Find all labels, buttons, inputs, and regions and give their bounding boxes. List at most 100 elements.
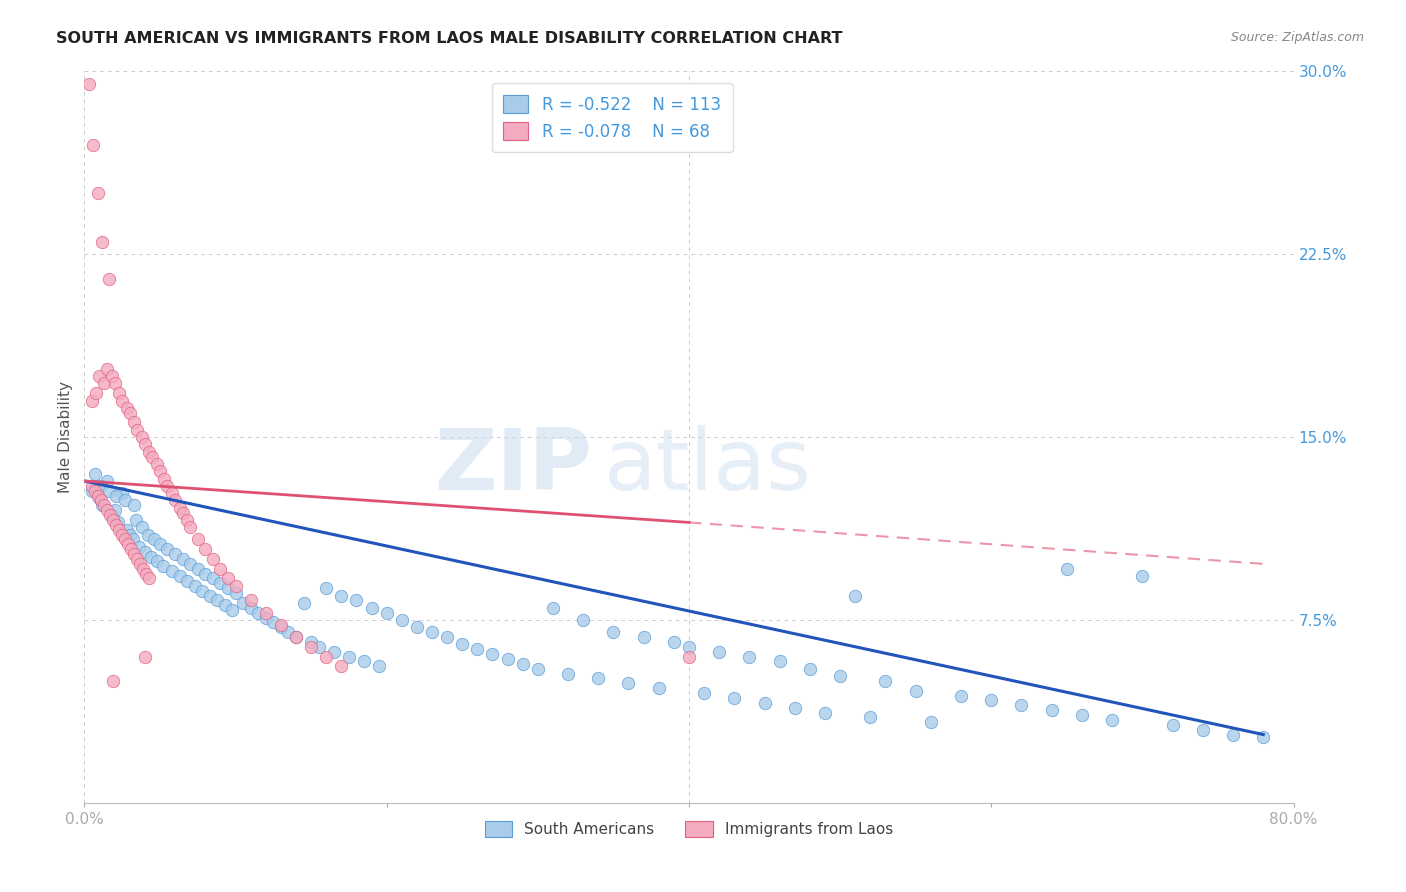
Point: [1056, 562, 1078, 576]
Point: [122, 547, 145, 561]
Point: [100, 508, 122, 522]
Point: [101, 513, 124, 527]
Point: [93, 499, 115, 513]
Point: [86, 386, 108, 401]
Point: [239, 600, 262, 615]
Point: [176, 574, 198, 588]
Point: [101, 673, 124, 688]
Point: [80, 393, 103, 408]
Point: [875, 673, 897, 688]
Point: [239, 593, 262, 607]
Point: [451, 637, 474, 651]
Point: [89, 369, 111, 384]
Point: [541, 600, 564, 615]
Point: [254, 606, 277, 620]
Point: [97, 271, 120, 285]
Point: [118, 527, 141, 541]
Point: [107, 516, 129, 530]
Point: [91, 235, 114, 249]
Point: [87, 489, 110, 503]
Point: [602, 625, 624, 640]
Point: [980, 693, 1002, 707]
Point: [172, 506, 194, 520]
Point: [96, 503, 118, 517]
Point: [114, 533, 136, 547]
Point: [207, 593, 229, 607]
Point: [115, 523, 138, 537]
Point: [105, 489, 128, 503]
Point: [91, 499, 114, 513]
Point: [191, 583, 214, 598]
Point: [209, 562, 232, 576]
Point: [77, 77, 100, 91]
Point: [1040, 703, 1063, 717]
Point: [262, 615, 284, 630]
Point: [1192, 723, 1215, 737]
Point: [512, 657, 534, 671]
Point: [105, 517, 128, 532]
Point: [160, 486, 183, 500]
Point: [134, 437, 156, 451]
Point: [104, 376, 127, 391]
Point: [111, 486, 134, 500]
Point: [315, 649, 337, 664]
Point: [135, 566, 157, 581]
Point: [125, 513, 148, 527]
Point: [108, 523, 131, 537]
Point: [406, 620, 429, 634]
Point: [138, 572, 160, 586]
Point: [153, 471, 176, 485]
Point: [187, 533, 209, 547]
Point: [138, 444, 160, 458]
Point: [108, 386, 131, 401]
Point: [436, 630, 458, 644]
Point: [527, 662, 550, 676]
Point: [169, 569, 191, 583]
Point: [285, 630, 308, 644]
Point: [122, 499, 145, 513]
Point: [270, 617, 292, 632]
Point: [633, 630, 655, 644]
Point: [165, 547, 187, 561]
Point: [1011, 698, 1033, 713]
Point: [368, 659, 391, 673]
Point: [201, 552, 224, 566]
Point: [127, 423, 149, 437]
Point: [232, 596, 254, 610]
Point: [247, 606, 270, 620]
Point: [588, 672, 610, 686]
Point: [152, 559, 174, 574]
Point: [127, 552, 149, 566]
Point: [322, 645, 344, 659]
Point: [693, 686, 716, 700]
Point: [1161, 718, 1184, 732]
Point: [209, 576, 232, 591]
Point: [128, 540, 150, 554]
Point: [225, 579, 247, 593]
Point: [156, 479, 179, 493]
Point: [198, 589, 221, 603]
Point: [169, 500, 191, 515]
Point: [139, 549, 162, 564]
Point: [375, 606, 398, 620]
Point: [859, 710, 882, 724]
Point: [1130, 569, 1153, 583]
Point: [337, 649, 360, 664]
Point: [277, 625, 299, 640]
Point: [270, 620, 292, 634]
Point: [346, 593, 368, 607]
Point: [156, 542, 179, 557]
Point: [160, 564, 183, 578]
Point: [662, 635, 685, 649]
Point: [299, 635, 322, 649]
Point: [1222, 727, 1244, 741]
Point: [467, 642, 489, 657]
Text: ZIP: ZIP: [434, 425, 592, 508]
Point: [1101, 713, 1123, 727]
Point: [330, 589, 353, 603]
Point: [799, 662, 821, 676]
Point: [844, 589, 866, 603]
Point: [90, 479, 112, 493]
Point: [738, 649, 761, 664]
Legend: South Americans, Immigrants from Laos: South Americans, Immigrants from Laos: [475, 812, 903, 847]
